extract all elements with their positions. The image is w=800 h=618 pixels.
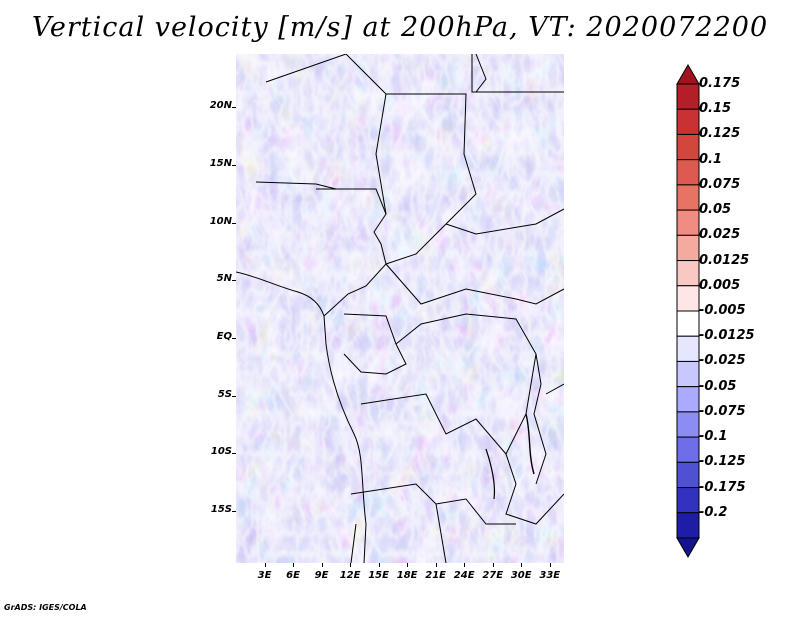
lat-label: EQ bbox=[216, 330, 232, 342]
lon-label: 24E bbox=[453, 570, 475, 581]
lat-tick bbox=[232, 164, 236, 166]
colorbar-label: 0.075 bbox=[699, 176, 741, 192]
lon-tick bbox=[350, 563, 352, 567]
colorbar-label: -0.025 bbox=[699, 353, 746, 369]
lat-tick bbox=[232, 337, 236, 339]
colorbar-label: 0.15 bbox=[699, 101, 732, 117]
colorbar-label: 0.05 bbox=[699, 202, 732, 218]
lon-tick bbox=[378, 563, 380, 567]
colorbar-label: -0.05 bbox=[699, 378, 737, 394]
lat-label: 10S bbox=[210, 446, 232, 458]
colorbar-segment bbox=[676, 159, 700, 186]
colorbar-label: 0.175 bbox=[699, 76, 741, 91]
lon-tick bbox=[464, 563, 466, 567]
lat-label: 5N bbox=[216, 273, 232, 285]
colorbar-segment bbox=[676, 133, 700, 161]
lon-label: 27E bbox=[482, 570, 504, 581]
map-panel bbox=[236, 54, 564, 563]
lat-tick bbox=[232, 511, 236, 513]
colorbar-top-arrow bbox=[676, 64, 700, 85]
lon-tick bbox=[407, 563, 409, 567]
lon-label: 15E bbox=[368, 570, 389, 581]
colorbar-label: -0.005 bbox=[699, 303, 746, 318]
colorbar-label: -0.1 bbox=[699, 429, 728, 445]
lon-tick bbox=[435, 563, 437, 567]
colorbar-segment bbox=[676, 184, 700, 211]
colorbar-segment bbox=[676, 83, 700, 110]
colorbar-legend: 0.175 0.15 0.125 0.1 0.075 0.05 0.025 0.0125 0.0… bbox=[676, 64, 786, 558]
colorbar-segment bbox=[676, 461, 700, 489]
lat-label: 15S bbox=[210, 504, 232, 516]
lon-label: 6E bbox=[286, 570, 300, 581]
lon-tick bbox=[293, 563, 295, 567]
colorbar-segment bbox=[676, 411, 700, 438]
lat-label: 5S bbox=[217, 388, 232, 400]
colorbar-label: 0.1 bbox=[699, 151, 723, 167]
colorbar-segment bbox=[676, 209, 700, 236]
colorbar-segment bbox=[676, 310, 700, 337]
lon-tick bbox=[492, 563, 494, 567]
lat-label: 15N bbox=[209, 157, 232, 169]
colorbar-label: 0.125 bbox=[699, 126, 741, 142]
colorbar bbox=[676, 64, 700, 558]
chart-title: Vertical velocity [m/s] at 200hPa, VT: 2… bbox=[31, 12, 769, 43]
contour-lines bbox=[236, 54, 564, 563]
country-borders bbox=[236, 54, 564, 563]
grads-credit: GrADS: IGES/COLA bbox=[4, 603, 87, 612]
colorbar-segment bbox=[676, 436, 700, 463]
lon-tick bbox=[521, 563, 523, 567]
colorbar-label: -0.075 bbox=[699, 403, 746, 419]
colorbar-segment bbox=[676, 487, 700, 514]
lon-label: 33E bbox=[539, 570, 561, 581]
colorbar-segment bbox=[676, 360, 700, 388]
colorbar-label: -0.2 bbox=[699, 504, 728, 520]
lon-label: 18E bbox=[396, 570, 418, 581]
colorbar-segment bbox=[676, 386, 700, 413]
lon-label: 12E bbox=[339, 570, 361, 581]
colorbar-segment bbox=[676, 260, 700, 287]
colorbar-label: -0.0125 bbox=[699, 328, 755, 344]
colorbar-bottom-arrow bbox=[676, 537, 700, 558]
colorbar-segment bbox=[676, 335, 700, 362]
colorbar-segment bbox=[676, 108, 700, 135]
lat-label: 10N bbox=[209, 215, 232, 227]
colorbar-label: -0.175 bbox=[699, 479, 746, 495]
lon-label: 21E bbox=[425, 570, 447, 581]
lon-tick bbox=[549, 563, 551, 567]
colorbar-segment bbox=[676, 512, 700, 539]
lat-label: 20N bbox=[209, 100, 232, 112]
lon-tick bbox=[264, 563, 266, 567]
lon-label: 30E bbox=[510, 570, 532, 581]
colorbar-segment bbox=[676, 234, 700, 262]
colorbar-segment bbox=[676, 285, 700, 312]
colorbar-label: 0.0125 bbox=[699, 252, 750, 268]
colorbar-label: 0.025 bbox=[699, 227, 741, 243]
lat-tick bbox=[232, 222, 236, 224]
lat-tick bbox=[232, 395, 236, 397]
lat-tick bbox=[232, 107, 236, 109]
colorbar-label: -0.125 bbox=[699, 454, 746, 470]
lat-tick bbox=[232, 280, 236, 282]
colorbar-label: 0.005 bbox=[699, 277, 741, 293]
lon-tick bbox=[321, 563, 323, 567]
velocity-map bbox=[236, 54, 564, 563]
lon-label: 9E bbox=[314, 570, 329, 581]
lon-label: 3E bbox=[257, 570, 272, 581]
lat-tick bbox=[232, 453, 236, 455]
